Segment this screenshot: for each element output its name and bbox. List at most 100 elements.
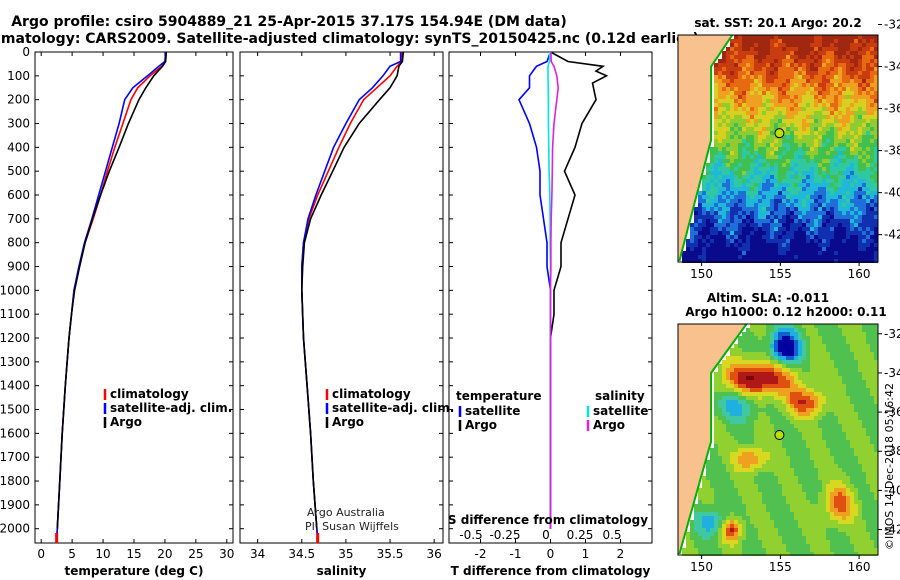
map-cell xyxy=(826,143,830,147)
map-cell xyxy=(782,171,786,175)
map-cell xyxy=(818,384,822,388)
map-cell xyxy=(822,139,826,143)
map-cell xyxy=(766,448,770,452)
map-cell xyxy=(786,91,790,95)
map-cell xyxy=(770,135,774,139)
series-line-argo xyxy=(56,51,167,529)
map-cell xyxy=(706,191,710,195)
map-cell xyxy=(834,207,838,211)
map-cell xyxy=(746,75,750,79)
map-cell xyxy=(866,235,870,239)
map-cell xyxy=(758,243,762,247)
map-cell xyxy=(822,55,826,59)
y-tick-label: 400 xyxy=(7,140,30,154)
map-cell xyxy=(754,464,758,468)
map-cell xyxy=(866,456,870,460)
map-cell xyxy=(806,95,810,99)
map-cell xyxy=(790,179,794,183)
legend-title: salinity xyxy=(595,389,645,403)
map-cell xyxy=(874,35,878,39)
map-cell xyxy=(794,348,798,352)
map-cell xyxy=(770,500,774,504)
map-cell xyxy=(742,356,746,360)
map-cell xyxy=(778,115,782,119)
map-cell xyxy=(806,83,810,87)
map-cell xyxy=(842,47,846,51)
map-cell xyxy=(762,99,766,103)
map-cell xyxy=(710,239,714,243)
map-cell xyxy=(826,536,830,540)
map-cell xyxy=(722,95,726,99)
map-cell xyxy=(806,143,810,147)
map-cell xyxy=(830,380,834,384)
map-cell xyxy=(726,440,730,444)
map-cell xyxy=(746,51,750,55)
map-cell xyxy=(830,356,834,360)
map-cell xyxy=(774,380,778,384)
map-cell xyxy=(766,388,770,392)
map-cell xyxy=(850,456,854,460)
map-cell xyxy=(766,392,770,396)
map-cell xyxy=(830,432,834,436)
map-cell xyxy=(850,71,854,75)
map-cell xyxy=(814,520,818,524)
map-cell xyxy=(790,55,794,59)
map-cell xyxy=(758,432,762,436)
map-cell xyxy=(718,512,722,516)
map-cell xyxy=(778,392,782,396)
map-cell xyxy=(850,340,854,344)
map-cell xyxy=(758,468,762,472)
map-cell xyxy=(758,63,762,67)
map-cell xyxy=(874,476,878,480)
map-cell xyxy=(874,75,878,79)
map-cell xyxy=(830,115,834,119)
map-cell xyxy=(726,91,730,95)
map-cell xyxy=(858,183,862,187)
map-cell xyxy=(774,207,778,211)
map-cell xyxy=(806,163,810,167)
y-tick-label: 1700 xyxy=(0,450,30,464)
map-cell xyxy=(714,464,718,468)
map-cell xyxy=(702,512,706,516)
map-cell xyxy=(750,111,754,115)
map-cell xyxy=(802,496,806,500)
map-cell xyxy=(810,408,814,412)
map-cell xyxy=(874,328,878,332)
map-cell xyxy=(850,151,854,155)
map-cell xyxy=(854,75,858,79)
map-cell xyxy=(738,336,742,340)
map-cell xyxy=(742,380,746,384)
map-cell xyxy=(750,332,754,336)
map-cell xyxy=(706,512,710,516)
map-cell xyxy=(854,67,858,71)
map-cell xyxy=(818,119,822,123)
map-cell xyxy=(814,211,818,215)
map-cell xyxy=(866,472,870,476)
map-cell xyxy=(758,147,762,151)
map-cell xyxy=(746,239,750,243)
map-cell xyxy=(830,416,834,420)
map-cell xyxy=(710,532,714,536)
map-cell xyxy=(742,412,746,416)
map-cell xyxy=(698,540,702,544)
map-cell xyxy=(714,231,718,235)
map-cell xyxy=(806,183,810,187)
map-cell xyxy=(846,492,850,496)
map-cell xyxy=(726,452,730,456)
map-cell xyxy=(762,215,766,219)
map-cell xyxy=(714,528,718,532)
map-cell xyxy=(774,143,778,147)
map-cell xyxy=(746,412,750,416)
map-cell xyxy=(858,79,862,83)
map-cell xyxy=(698,536,702,540)
map-cell xyxy=(730,103,734,107)
map-cell xyxy=(714,239,718,243)
map-cell xyxy=(766,143,770,147)
map-cell xyxy=(770,227,774,231)
map-cell xyxy=(738,376,742,380)
map-cell xyxy=(866,360,870,364)
map-cell xyxy=(818,396,822,400)
legend-label: satellite xyxy=(465,404,520,418)
map-cell xyxy=(822,115,826,119)
map-cell xyxy=(822,472,826,476)
